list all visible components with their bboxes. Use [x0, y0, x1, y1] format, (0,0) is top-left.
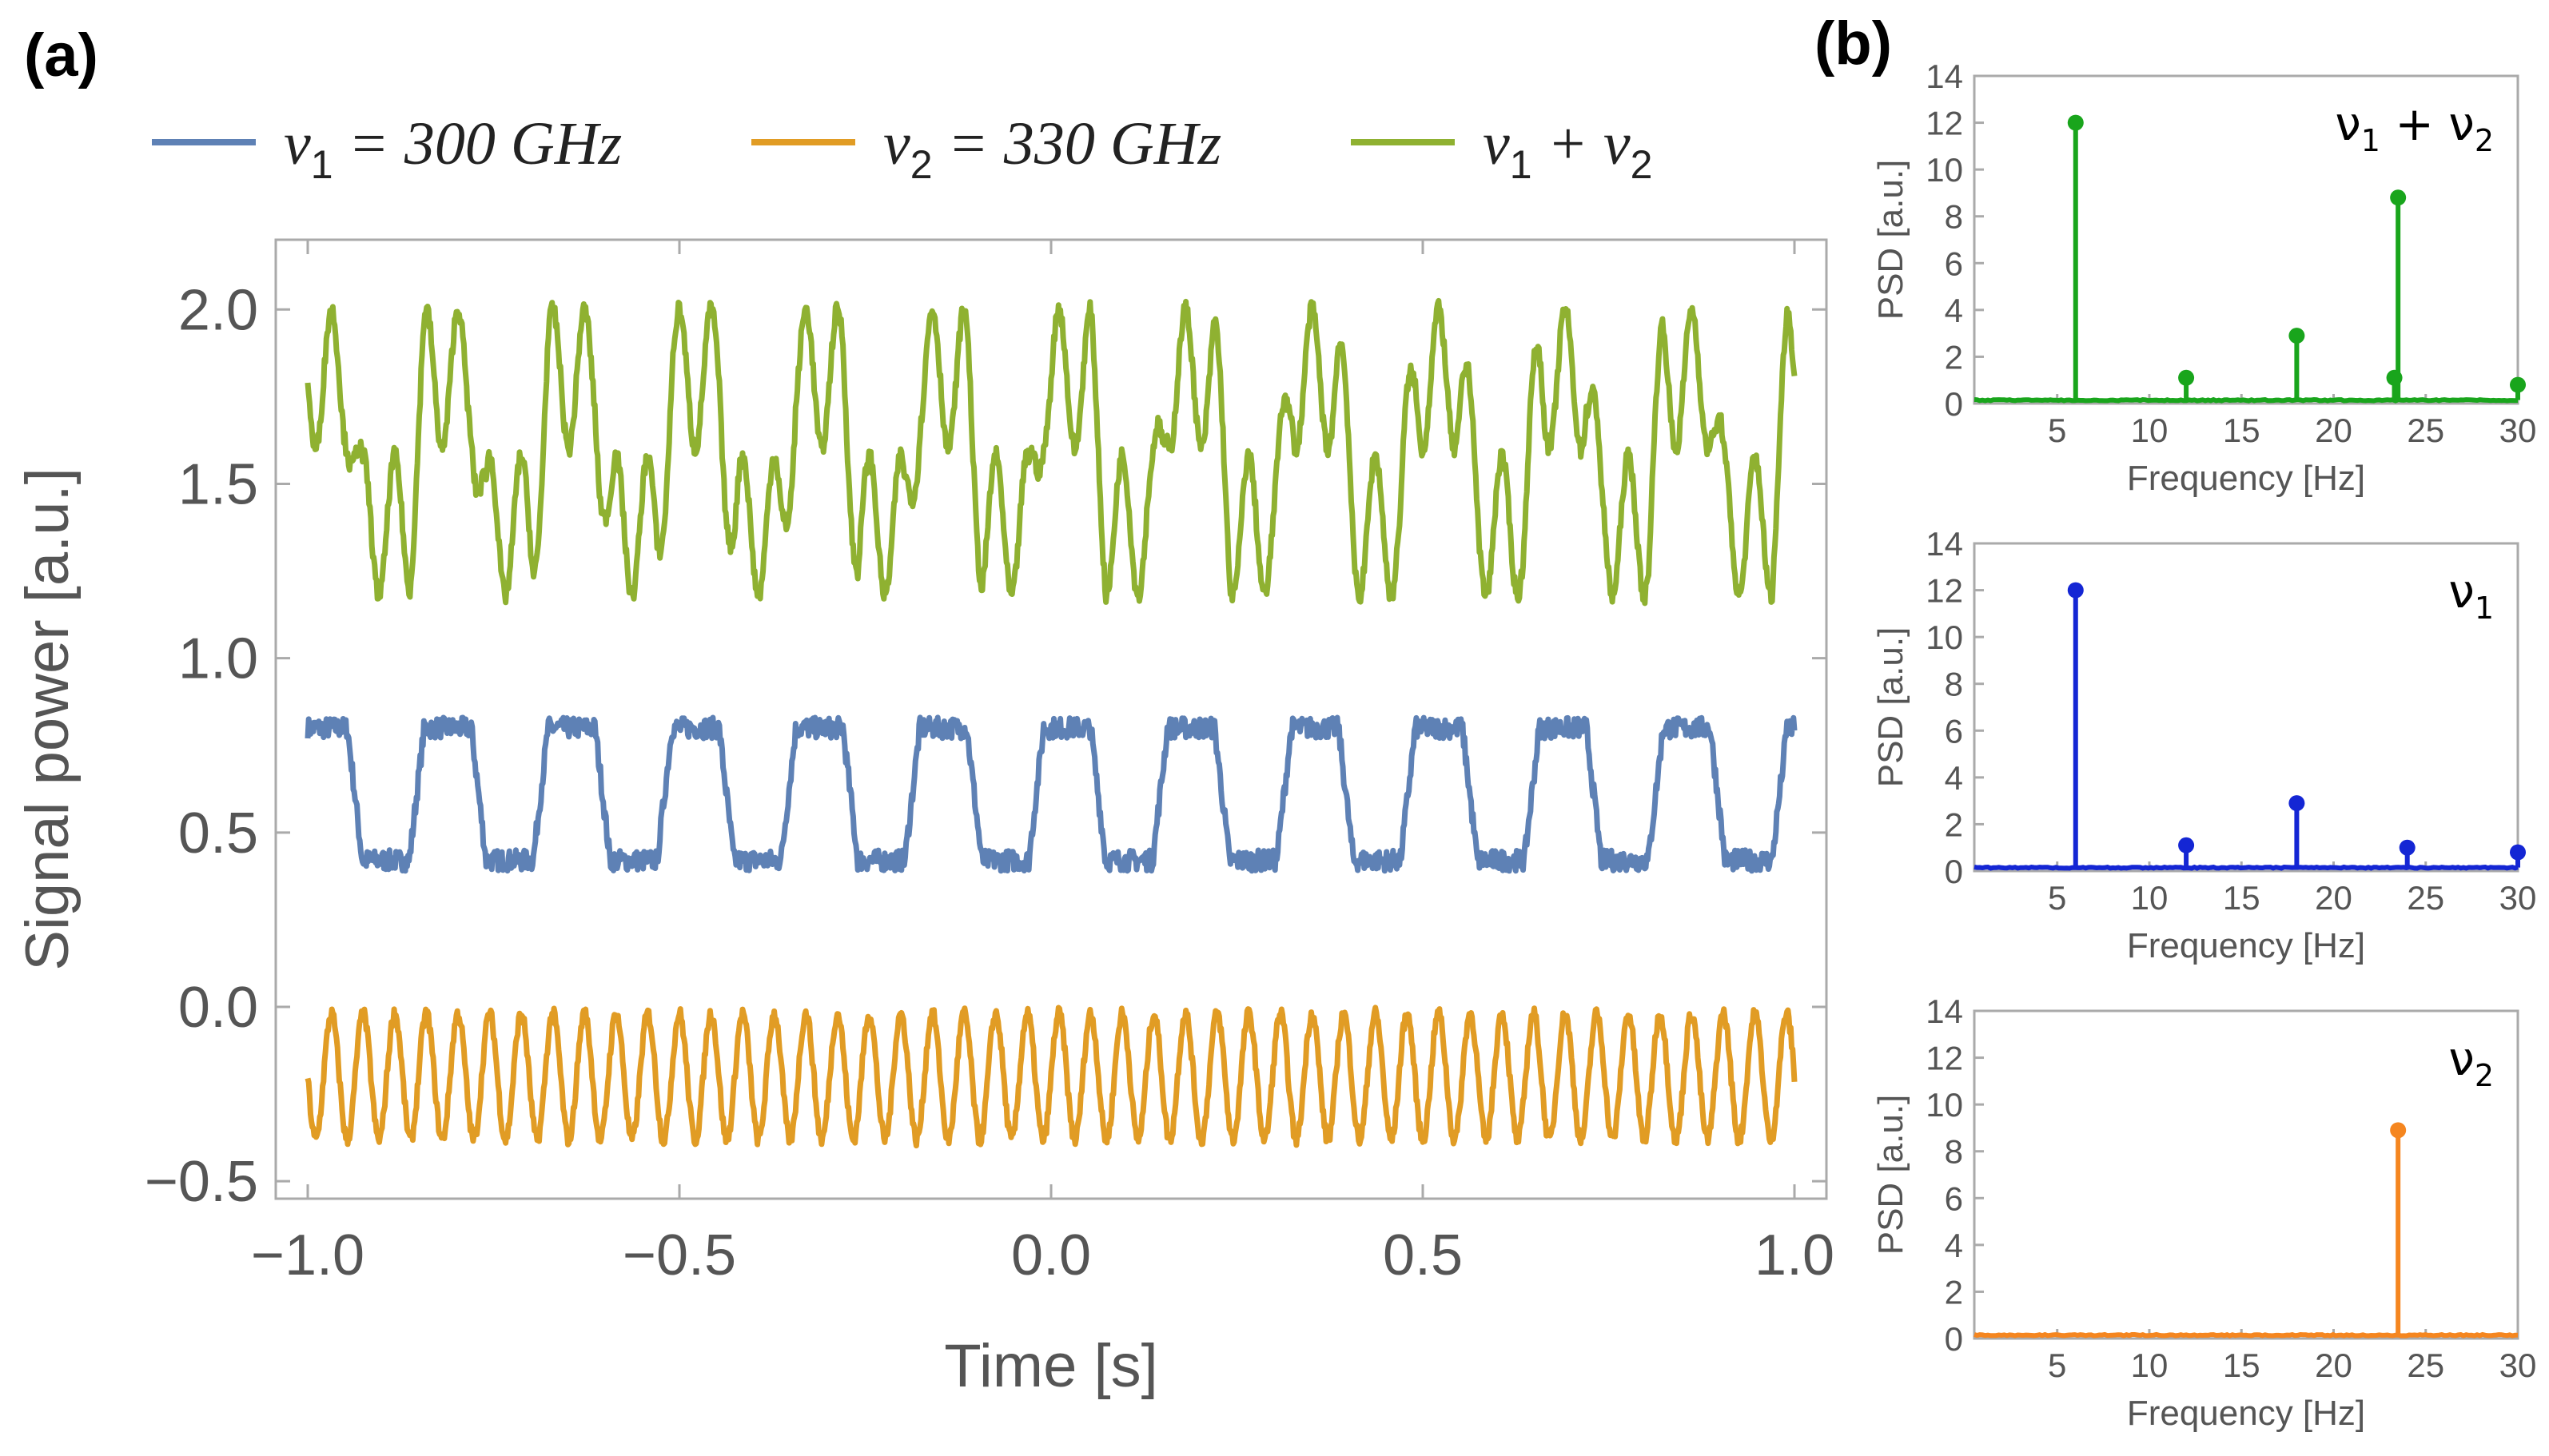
x-tick-label: −1.0 — [251, 1223, 364, 1287]
stem-marker — [2067, 582, 2084, 599]
y-tick-label: 0 — [1945, 1320, 1963, 1358]
x-tick-label: 30 — [2499, 1347, 2537, 1384]
stem-marker — [2288, 795, 2305, 812]
y-tick-label: 0.5 — [178, 802, 258, 865]
y-tick-label: 8 — [1945, 666, 1963, 703]
subplot-title: ν2 — [2448, 1032, 2494, 1093]
x-axis-label: Time [s] — [944, 1332, 1157, 1400]
series-line-3 — [305, 297, 1798, 607]
x-tick-label: 30 — [2499, 412, 2537, 449]
y-tick-label: 4 — [1945, 292, 1963, 329]
y-tick-label: 2 — [1945, 338, 1963, 376]
legend-entry-3: ν1 + ν2 — [1483, 110, 1652, 187]
y-tick-label: 4 — [1945, 1227, 1963, 1264]
y-tick-label: 12 — [1926, 572, 1963, 610]
noise-floor — [1973, 1331, 2519, 1339]
subplot-frame — [1973, 542, 2519, 873]
subplot-title: ν1 — [2448, 564, 2494, 626]
y-tick-label: 10 — [1926, 619, 1963, 656]
y-tick-label: 1.5 — [178, 452, 258, 516]
y-tick-label: 10 — [1926, 1086, 1963, 1124]
legend-entry-2: ν2 = 330 GHz — [883, 110, 1221, 187]
x-tick-label: 5 — [2048, 879, 2066, 917]
x-tick-label: 10 — [2131, 412, 2169, 449]
x-tick-label: 5 — [2048, 412, 2066, 449]
x-tick-label: −0.5 — [623, 1223, 736, 1287]
y-tick-label: 0 — [1945, 853, 1963, 890]
x-tick-label: 25 — [2407, 1347, 2444, 1384]
y-tick-label: 2.0 — [178, 278, 258, 342]
x-tick-label: 15 — [2223, 879, 2260, 917]
y-tick-label: 8 — [1945, 198, 1963, 236]
noise-floor — [1973, 864, 2519, 871]
x-axis-label: Frequency [Hz] — [2127, 1394, 2365, 1433]
y-tick-label: 2 — [1945, 806, 1963, 843]
stem-marker — [2510, 376, 2526, 393]
y-tick-label: −0.5 — [145, 1150, 258, 1214]
x-tick-label: 15 — [2223, 412, 2260, 449]
y-axis-label: Signal power [a.u.] — [14, 467, 82, 971]
noise-floor — [1973, 396, 2519, 404]
x-tick-label: 20 — [2315, 879, 2352, 917]
x-tick-label: 15 — [2223, 1347, 2260, 1384]
stem-marker — [2067, 114, 2084, 131]
psd-subplot-3: 0 2 4 6 8 10 12 14 5 10 15 20 25 30 Frequency [Hz] PSD … — [1871, 993, 2536, 1433]
y-axis-label: PSD [a.u.] — [1871, 1095, 1910, 1255]
stem-marker — [2510, 844, 2526, 861]
y-tick-label: 12 — [1926, 105, 1963, 142]
y-tick-label: 14 — [1926, 525, 1963, 563]
psd-subplot-2: 0 2 4 6 8 10 12 14 5 10 15 20 25 30 Frequency [Hz] PSD … — [1871, 525, 2536, 965]
psd-subplot-1: 0 2 4 6 8 10 12 14 5 10 15 20 25 30 Frequency [Hz] PSD … — [1871, 58, 2536, 498]
y-axis-label: PSD [a.u.] — [1871, 627, 1910, 788]
y-tick-label: 14 — [1926, 993, 1963, 1030]
y-tick-label: 12 — [1926, 1040, 1963, 1077]
panel-label-a: (a) — [24, 22, 98, 90]
y-tick-label: 6 — [1945, 712, 1963, 750]
y-axis-label: PSD [a.u.] — [1871, 160, 1910, 320]
x-tick-label: 5 — [2048, 1347, 2066, 1384]
y-tick-label: 10 — [1926, 151, 1963, 189]
x-tick-label: 25 — [2407, 879, 2444, 917]
stem-marker — [2178, 837, 2195, 853]
panel-label-b: (b) — [1814, 10, 1892, 78]
y-tick-label: 14 — [1926, 58, 1963, 95]
x-tick-label: 1.0 — [1754, 1223, 1834, 1287]
subplot-frame — [1973, 1009, 2519, 1340]
stem-marker — [2178, 369, 2195, 386]
x-axis-label: Frequency [Hz] — [2127, 459, 2365, 498]
chart-panel-a: −1.0 −0.5 0.0 0.5 1.0 −0.5 0.0 0.5 1.0 1.5 2.0 Time… — [14, 110, 1834, 1400]
series-line-1 — [305, 714, 1798, 874]
stem-marker — [2390, 1122, 2407, 1139]
y-tick-label: 8 — [1945, 1133, 1963, 1171]
x-axis-label: Frequency [Hz] — [2127, 926, 2365, 965]
series-line-2 — [305, 1004, 1798, 1149]
x-tick-label: 0.5 — [1383, 1223, 1463, 1287]
x-tick-label: 25 — [2407, 412, 2444, 449]
x-tick-label: 0.0 — [1011, 1223, 1091, 1287]
y-tick-label: 4 — [1945, 759, 1963, 797]
subplot-frame — [1973, 74, 2519, 405]
y-tick-label: 6 — [1945, 245, 1963, 282]
y-tick-label: 0 — [1945, 385, 1963, 423]
subplot-title: ν1 + ν2 — [2335, 97, 2494, 158]
x-tick-label: 30 — [2499, 879, 2537, 917]
x-tick-label: 20 — [2315, 412, 2352, 449]
y-tick-label: 1.0 — [178, 627, 258, 691]
stem-marker — [2399, 839, 2416, 856]
x-tick-label: 10 — [2131, 1347, 2169, 1384]
legend-entry-1: ν1 = 300 GHz — [284, 110, 622, 187]
stem-marker — [2390, 189, 2407, 206]
y-tick-label: 0.0 — [178, 976, 258, 1040]
stem-marker — [2288, 328, 2305, 344]
x-tick-label: 10 — [2131, 879, 2169, 917]
y-tick-label: 6 — [1945, 1180, 1963, 1217]
x-tick-label: 20 — [2315, 1347, 2352, 1384]
y-tick-label: 2 — [1945, 1273, 1963, 1311]
